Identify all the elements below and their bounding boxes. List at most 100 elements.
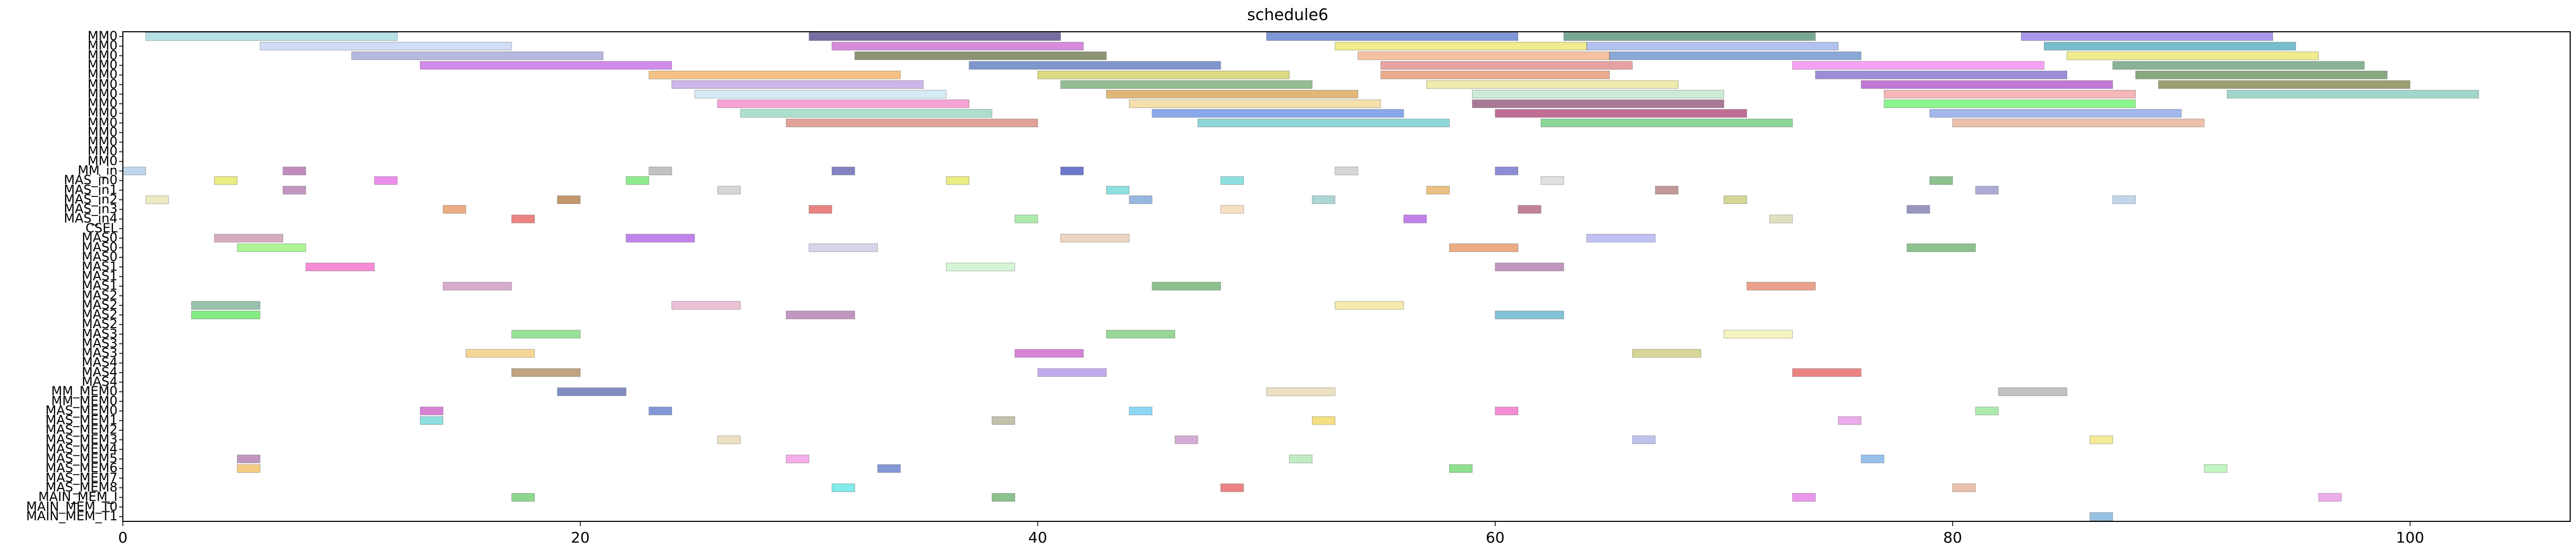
gantt-bar-63 bbox=[1106, 186, 1130, 195]
gantt-bar-139 bbox=[991, 493, 1016, 502]
gantt-bar-87 bbox=[809, 243, 878, 252]
gantt-bar-55 bbox=[374, 176, 398, 185]
gantt-bar-89 bbox=[1906, 243, 1976, 252]
y-tick-label-32: MAS3 bbox=[82, 336, 118, 350]
y-tick-label-39: MAS_MEM0 bbox=[46, 403, 118, 418]
y-tick-label-25: MAS1 bbox=[82, 269, 118, 284]
y-tick-label-10: MM0 bbox=[87, 124, 118, 139]
gantt-bar-135 bbox=[831, 483, 855, 492]
gantt-bar-133 bbox=[1449, 464, 1473, 473]
gantt-bar-15 bbox=[420, 61, 672, 70]
gantt-bar-5 bbox=[259, 42, 512, 51]
y-tick-label-4: MM0 bbox=[87, 67, 118, 82]
x-tick-label-0: 0 bbox=[118, 529, 128, 546]
gantt-bar-119 bbox=[420, 416, 444, 425]
gantt-bar-53 bbox=[1495, 166, 1519, 176]
gantt-bar-138 bbox=[511, 493, 535, 502]
gantt-bar-104 bbox=[1724, 330, 1793, 339]
gantt-bar-34 bbox=[2227, 89, 2479, 98]
gantt-bar-76 bbox=[1518, 205, 1541, 214]
gantt-bar-125 bbox=[1632, 435, 1656, 444]
gantt-bar-33 bbox=[1883, 89, 2136, 98]
gantt-bar-122 bbox=[1838, 416, 1862, 425]
gantt-bar-86 bbox=[237, 243, 307, 252]
gantt-bar-51 bbox=[1060, 166, 1084, 176]
y-tick-label-47: MAS_MEM8 bbox=[46, 480, 118, 495]
gantt-bar-16 bbox=[968, 61, 1221, 70]
gantt-bar-95 bbox=[1746, 282, 1816, 291]
gantt-bar-43 bbox=[786, 119, 1038, 128]
gantt-bar-61 bbox=[282, 186, 307, 195]
gantt-bar-107 bbox=[1632, 349, 1702, 358]
gantt-bar-142 bbox=[2089, 512, 2113, 521]
gantt-bar-109 bbox=[1037, 368, 1107, 377]
gantt-bar-115 bbox=[649, 407, 672, 416]
y-tick-label-8: MM0 bbox=[87, 105, 118, 120]
gantt-bar-31 bbox=[1106, 89, 1359, 98]
gantt-bar-78 bbox=[511, 214, 535, 223]
gantt-bar-97 bbox=[671, 301, 741, 310]
y-tick-label-44: MAS_MEM5 bbox=[46, 451, 118, 466]
gantt-bar-127 bbox=[237, 455, 261, 464]
gantt-bar-27 bbox=[1426, 80, 1679, 89]
gantt-bar-50 bbox=[831, 166, 855, 176]
y-tick-label-46: MAS_MEM7 bbox=[46, 470, 118, 485]
gantt-bar-101 bbox=[1495, 310, 1564, 320]
gantt-bar-58 bbox=[1220, 176, 1244, 185]
gantt-bar-3 bbox=[1563, 32, 1816, 41]
gantt-bar-108 bbox=[511, 368, 581, 377]
y-tick-label-15: MAS_in0 bbox=[64, 173, 118, 187]
gantt-bar-77 bbox=[1906, 205, 1931, 214]
gantt-bar-99 bbox=[191, 310, 261, 320]
y-tick-label-1: MM0 bbox=[87, 38, 118, 53]
y-tick-label-21: MAS0 bbox=[82, 230, 118, 245]
x-tick-label-4: 80 bbox=[1943, 529, 1962, 546]
gantt-bar-7 bbox=[1334, 42, 1587, 51]
gantt-bar-23 bbox=[1815, 70, 2068, 79]
gantt-bar-21 bbox=[1037, 70, 1290, 79]
gantt-bar-29 bbox=[2158, 80, 2411, 89]
gantt-bar-49 bbox=[649, 166, 672, 176]
gantt-bar-0 bbox=[145, 32, 398, 41]
y-tick-label-43: MAS_MEM4 bbox=[46, 441, 118, 456]
gantt-bar-94 bbox=[1152, 282, 1221, 291]
y-tick-label-40: MAS_MEM1 bbox=[46, 413, 118, 428]
gantt-bar-24 bbox=[2135, 70, 2387, 79]
gantt-bar-12 bbox=[1358, 51, 1610, 60]
y-tick-label-13: MM0 bbox=[87, 153, 118, 168]
gantt-bar-137 bbox=[1952, 483, 1976, 492]
gantt-bar-110 bbox=[1792, 368, 1862, 377]
y-tick-label-2: MM0 bbox=[87, 48, 118, 62]
y-tick-label-18: MAS_in3 bbox=[64, 202, 118, 216]
gantt-bar-117 bbox=[1495, 407, 1519, 416]
gantt-bar-36 bbox=[1129, 99, 1381, 109]
chart-title: schedule6 bbox=[1247, 6, 1329, 24]
gantt-bar-136 bbox=[1220, 483, 1244, 492]
gantt-bar-111 bbox=[557, 387, 626, 396]
y-tick-label-48: MAIN_MEM_I bbox=[38, 490, 118, 504]
gantt-bar-121 bbox=[1312, 416, 1335, 425]
y-tick-label-23: MAS0 bbox=[82, 249, 118, 264]
gantt-bar-47 bbox=[122, 166, 146, 176]
y-tick-label-38: MM_MEM0 bbox=[51, 393, 118, 408]
y-tick-label-49: MAIN_MEM_T0 bbox=[26, 499, 118, 514]
gantt-bar-93 bbox=[443, 282, 512, 291]
gantt-bar-116 bbox=[1129, 407, 1153, 416]
y-tick-label-24: MAS1 bbox=[82, 259, 118, 274]
gantt-bar-69 bbox=[1129, 195, 1153, 204]
y-tick-label-27: MAS2 bbox=[82, 288, 118, 303]
y-tick-label-42: MAS_MEM3 bbox=[46, 432, 118, 447]
gantt-bar-132 bbox=[877, 464, 901, 473]
y-axis: MM0MM0MM0MM0MM0MM0MM0MM0MM0MM0MM0MM0MM0M… bbox=[26, 29, 123, 523]
gantt-bar-26 bbox=[1060, 80, 1313, 89]
y-tick-label-37: MM_MEM0 bbox=[51, 384, 118, 399]
gantt-bar-46 bbox=[1952, 119, 2205, 128]
gantt-bar-71 bbox=[1724, 195, 1747, 204]
gantt-bar-102 bbox=[511, 330, 581, 339]
gantt-bar-13 bbox=[1609, 51, 1862, 60]
gantt-bar-10 bbox=[351, 51, 604, 60]
gantt-bar-17 bbox=[1380, 61, 1633, 70]
gantt-bar-120 bbox=[991, 416, 1016, 425]
x-tick-label-5: 100 bbox=[2396, 529, 2424, 546]
